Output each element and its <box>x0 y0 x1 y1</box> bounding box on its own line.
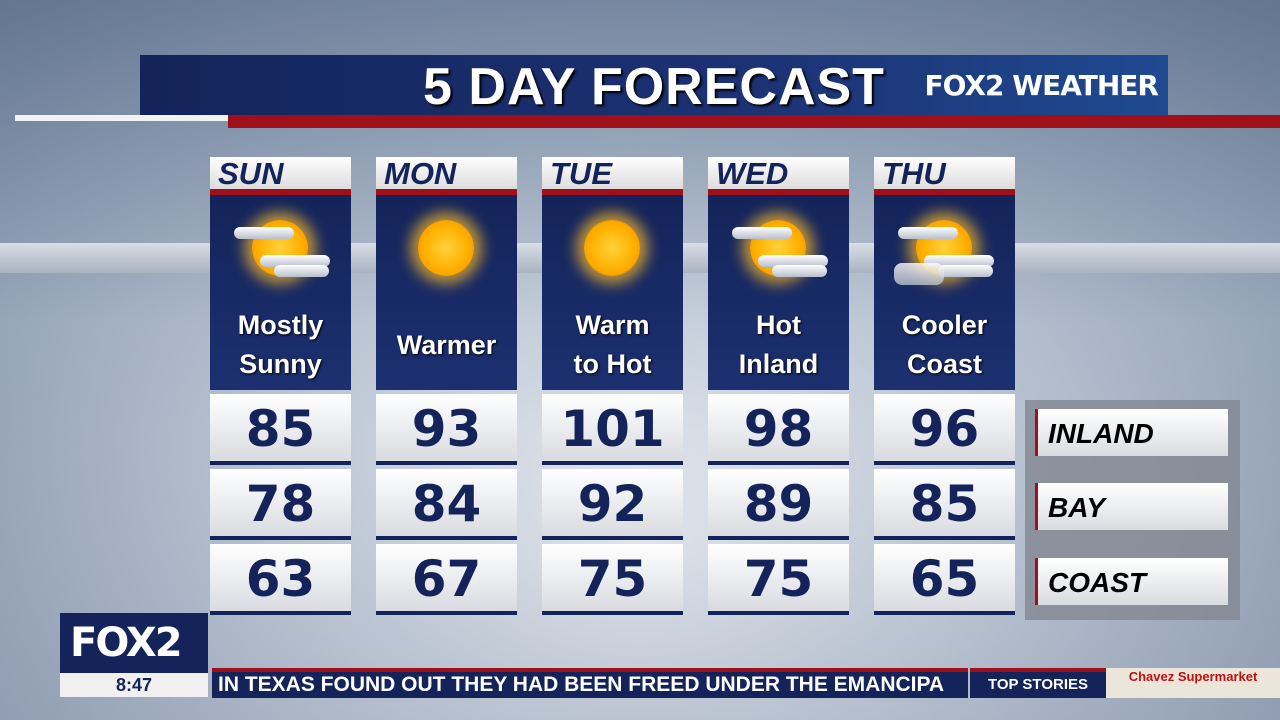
partly-cloudy-icon <box>894 205 994 295</box>
temp-coast: 75 <box>542 544 683 615</box>
divider <box>228 115 1280 128</box>
day-label: MON <box>376 157 517 195</box>
day-label: THU <box>874 157 1015 195</box>
temp-inland: 98 <box>708 394 849 465</box>
temp-inland: 101 <box>542 394 683 465</box>
temp-coast: 67 <box>376 544 517 615</box>
sun-icon <box>396 205 496 295</box>
temp-coast: 63 <box>210 544 351 615</box>
temp-bay: 84 <box>376 469 517 540</box>
temp-coast: 65 <box>874 544 1015 615</box>
day-column-tue: TUE Warm to Hot 101 92 75 <box>542 157 683 615</box>
day-panel: Warm to Hot <box>542 195 683 390</box>
legend-inland: INLAND <box>1035 409 1228 456</box>
day-panel: Cooler Coast <box>874 195 1015 390</box>
temp-coast: 75 <box>708 544 849 615</box>
legend-coast: COAST <box>1035 558 1228 605</box>
legend-bay: BAY <box>1035 483 1228 530</box>
day-label: SUN <box>210 157 351 195</box>
sun-icon <box>562 205 662 295</box>
legend: INLAND BAY COAST <box>1025 400 1240 620</box>
day-column-thu: THU Cooler Coast 96 85 65 <box>874 157 1015 615</box>
day-panel: Warmer <box>376 195 517 390</box>
day-description: Mostly Sunny <box>237 310 324 379</box>
temp-bay: 85 <box>874 469 1015 540</box>
day-column-wed: WED Hot Inland 98 89 75 <box>708 157 849 615</box>
mostly-sunny-icon <box>728 205 828 295</box>
top-stories-label: TOP STORIES <box>970 668 1106 698</box>
temp-bay: 92 <box>542 469 683 540</box>
day-description: Cooler Coast <box>901 310 988 379</box>
day-column-mon: MON Warmer 93 84 67 <box>376 157 517 615</box>
temp-inland: 96 <box>874 394 1015 465</box>
temp-bay: 89 <box>708 469 849 540</box>
page-title: 5 DAY FORECAST <box>423 58 885 116</box>
sponsor-logo: Chavez Supermarket <box>1106 668 1280 698</box>
day-panel: Hot Inland <box>708 195 849 390</box>
temp-inland: 85 <box>210 394 351 465</box>
day-description: Warm to Hot <box>573 310 652 379</box>
divider <box>15 115 228 121</box>
fox2-weather-logo: FOX2 WEATHER <box>924 69 1159 102</box>
fox2-logo: FOX2 <box>60 613 208 673</box>
clock: 8:47 <box>60 673 208 697</box>
day-column-sun: SUN Mostly Sunny 85 78 63 <box>210 157 351 615</box>
day-description: Hot Inland <box>738 310 819 379</box>
temp-bay: 78 <box>210 469 351 540</box>
temp-inland: 93 <box>376 394 517 465</box>
day-description: Warmer <box>396 329 497 360</box>
day-panel: Mostly Sunny <box>210 195 351 390</box>
day-label: TUE <box>542 157 683 195</box>
day-label: WED <box>708 157 849 195</box>
news-ticker: IN TEXAS FOUND OUT THEY HAD BEEN FREED U… <box>212 668 968 698</box>
title-bar: 5 DAY FORECAST FOX2 WEATHER <box>140 55 1168 116</box>
sponsor-name: Chavez Supermarket <box>1128 669 1258 684</box>
mostly-sunny-icon <box>230 205 330 295</box>
